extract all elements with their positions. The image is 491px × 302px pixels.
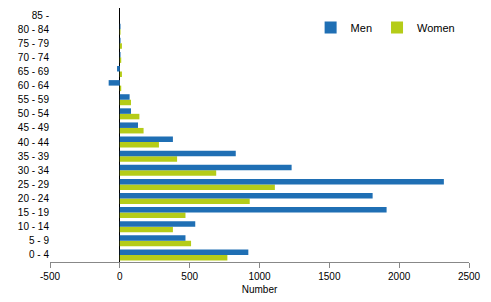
svg-text:50 - 54: 50 - 54 [18,108,50,119]
svg-text:85 -: 85 - [32,10,49,21]
svg-text:30 - 34: 30 - 34 [18,165,50,176]
svg-text:15 - 19: 15 - 19 [18,207,50,218]
svg-text:Women: Women [417,22,455,34]
svg-text:35 - 39: 35 - 39 [18,151,50,162]
svg-text:500: 500 [181,271,198,282]
svg-text:1500: 1500 [318,271,341,282]
svg-text:40 - 44: 40 - 44 [18,137,50,148]
svg-text:1000: 1000 [248,271,271,282]
svg-text:2000: 2000 [388,271,411,282]
svg-text:5 - 9: 5 - 9 [29,235,49,246]
svg-text:55 - 59: 55 - 59 [18,94,50,105]
svg-text:45 - 49: 45 - 49 [18,122,50,133]
svg-text:0: 0 [117,271,123,282]
svg-text:2500: 2500 [458,271,481,282]
svg-text:Number: Number [242,284,278,295]
svg-text:0 - 4: 0 - 4 [29,249,49,260]
svg-text:80 - 84: 80 - 84 [18,24,50,35]
svg-text:60 - 64: 60 - 64 [18,80,50,91]
svg-text:20 - 24: 20 - 24 [18,193,50,204]
svg-text:Men: Men [351,22,372,34]
svg-text:65 - 69: 65 - 69 [18,66,50,77]
svg-text:75 - 79: 75 - 79 [18,38,50,49]
svg-text:10 - 14: 10 - 14 [18,221,50,232]
svg-text:-500: -500 [40,271,60,282]
svg-text:70 - 74: 70 - 74 [18,52,50,63]
svg-text:25 - 29: 25 - 29 [18,179,50,190]
